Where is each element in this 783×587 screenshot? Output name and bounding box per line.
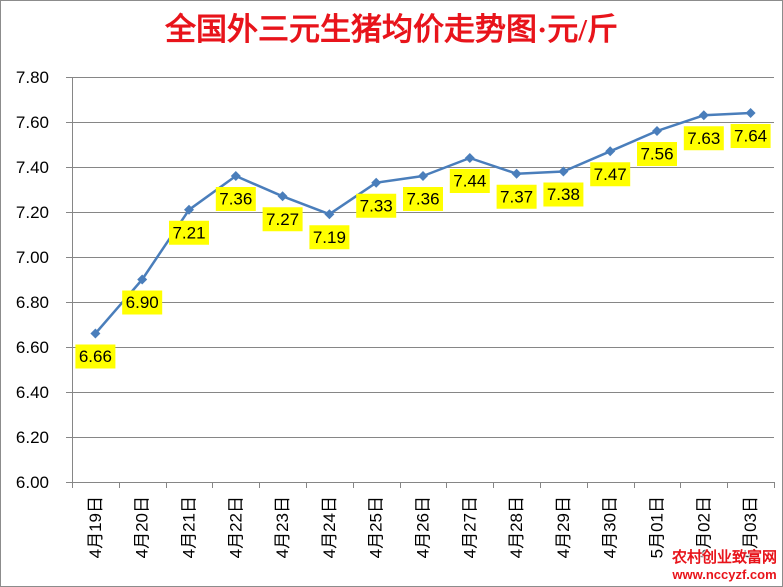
- data-label: 7.21: [172, 223, 205, 242]
- data-label: 6.90: [126, 293, 159, 312]
- data-point-marker: [745, 108, 756, 118]
- data-label-box: [590, 162, 631, 187]
- data-point-marker: [605, 146, 616, 157]
- data-point-marker: [511, 168, 522, 179]
- data-label-box: [543, 182, 584, 207]
- data-label: 7.33: [360, 196, 393, 215]
- data-label-box: [356, 193, 397, 218]
- data-points: [90, 108, 756, 339]
- y-tick-label: 7.60: [16, 113, 49, 132]
- data-label-box: [169, 220, 209, 245]
- x-tick-label: 5月02日: [694, 496, 713, 558]
- x-tick-label: 4月21日: [180, 496, 199, 558]
- y-tick-label: 7.20: [16, 203, 49, 222]
- data-label-box: [309, 225, 350, 250]
- data-label: 7.44: [453, 172, 486, 191]
- data-point-marker: [698, 110, 709, 121]
- data-label-box: [262, 207, 303, 232]
- data-label-box: [122, 290, 163, 315]
- y-tick-label: 6.60: [16, 338, 49, 357]
- watermark-site-name: 农村创业致富网: [671, 549, 777, 566]
- x-tick-label: 4月19日: [86, 496, 105, 558]
- x-tick-label: 4月28日: [507, 496, 526, 558]
- data-point-marker: [324, 209, 335, 220]
- x-tick-label: 4月29日: [554, 496, 573, 558]
- data-label: 7.36: [219, 190, 252, 209]
- data-point-marker: [558, 166, 569, 177]
- y-tick-label: 6.20: [16, 428, 49, 447]
- y-tick-label: 6.80: [16, 293, 49, 312]
- data-label-box: [683, 126, 724, 151]
- watermark: 农村创业致富网 www.nccyzf.com: [668, 548, 781, 585]
- y-tick-label: 7.00: [16, 248, 49, 267]
- data-label-box: [75, 344, 116, 369]
- data-label: 7.64: [734, 127, 767, 146]
- data-label: 7.36: [406, 190, 439, 209]
- data-point-marker: [277, 191, 288, 202]
- data-label: 7.38: [547, 185, 580, 204]
- chart-title: 全国外三元生猪均价走势图·元/斤: [165, 12, 618, 47]
- data-point-marker: [418, 171, 428, 181]
- data-label: 7.63: [687, 129, 720, 148]
- x-tick-label: 4月30日: [601, 496, 620, 558]
- x-tick-label: 5月03日: [741, 496, 760, 558]
- x-tick-label: 4月23日: [273, 496, 292, 558]
- data-label: 7.56: [640, 145, 673, 164]
- data-label: 7.19: [313, 228, 346, 247]
- y-tick-label: 6.40: [16, 383, 49, 402]
- data-point-marker: [371, 177, 382, 188]
- data-label: 6.66: [79, 347, 112, 366]
- data-labels: 6.66 6.90 7.21 7.36 7.27 7.19 7.33 7.36 7.44 7.37…: [75, 124, 771, 369]
- gridlines: [72, 77, 774, 483]
- data-label-box: [637, 142, 677, 166]
- x-tick-label: 5月01日: [648, 496, 667, 558]
- data-point-marker: [90, 328, 101, 339]
- data-label: 7.47: [594, 165, 627, 184]
- data-label: 7.37: [500, 187, 533, 206]
- data-point-marker: [652, 126, 662, 136]
- y-tick-label: 7.40: [16, 158, 49, 177]
- y-tick-label: 7.80: [16, 68, 49, 87]
- data-point-marker: [137, 274, 148, 285]
- y-tick-label: 6.00: [16, 473, 49, 492]
- x-tick-label: 4月20日: [133, 496, 152, 558]
- x-tick-label: 4月24日: [320, 496, 339, 558]
- data-label-box: [449, 169, 490, 193]
- x-axis: 4月19日 4月20日 4月21日 4月22日 4月23日 4月24日 4月25日 4月26日…: [86, 482, 775, 558]
- data-label: 7.27: [266, 210, 299, 229]
- x-tick-label: 4月27日: [460, 496, 479, 558]
- data-point-marker: [464, 153, 475, 163]
- x-tick-label: 4月22日: [226, 496, 245, 558]
- data-label-box: [215, 187, 256, 211]
- data-point-marker: [230, 171, 241, 181]
- x-tick-label: 4月26日: [414, 496, 433, 558]
- x-tick-label: 4月25日: [367, 496, 386, 558]
- data-label-box: [496, 184, 537, 209]
- data-point-marker: [184, 204, 194, 215]
- data-label-box: [403, 187, 443, 211]
- watermark-url: www.nccyzf.com: [672, 567, 777, 582]
- y-axis: 6.00 6.20 6.40 6.60 6.80 7.00 7.20 7.40 7.60 7.80: [16, 68, 73, 492]
- data-label-box: [730, 124, 771, 148]
